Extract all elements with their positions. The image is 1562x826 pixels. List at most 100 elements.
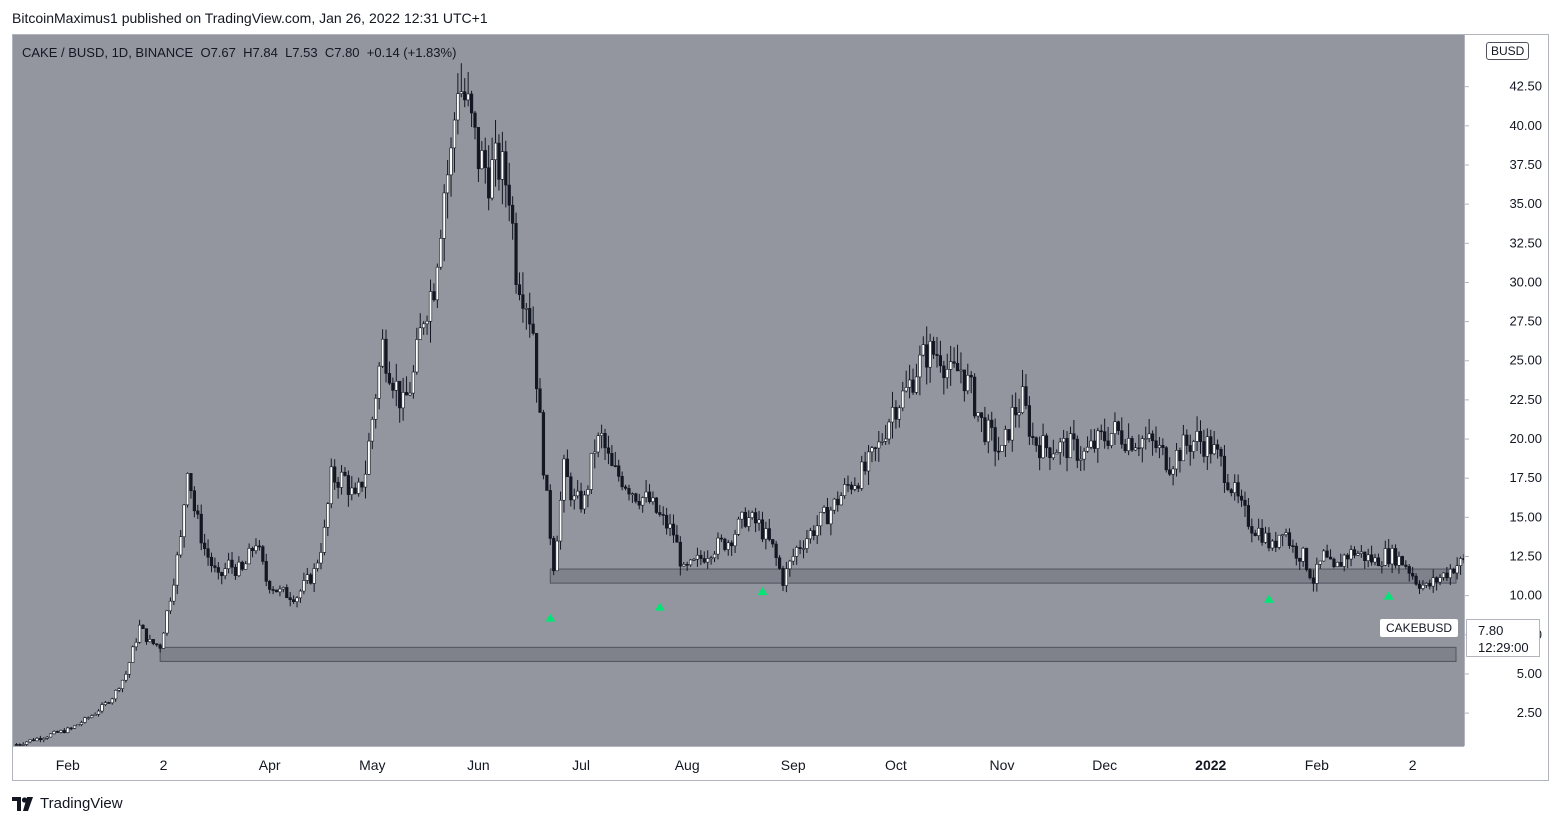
time-axis[interactable]: Feb 2 Apr May Jun Jul Aug Sep Oct Nov Dec 2022 Feb 2 bbox=[13, 747, 1464, 781]
candle-body bbox=[72, 725, 77, 729]
candle-body bbox=[192, 490, 196, 512]
candle-body bbox=[370, 418, 374, 442]
candle-body bbox=[1072, 433, 1076, 440]
candle-body bbox=[442, 192, 446, 239]
low-key: L bbox=[285, 45, 293, 60]
candle-body bbox=[647, 491, 652, 502]
price-chart[interactable] bbox=[13, 35, 1464, 746]
candle-body bbox=[777, 557, 782, 569]
candle-body bbox=[743, 511, 747, 527]
candle-body bbox=[945, 369, 949, 379]
candle-body bbox=[237, 561, 241, 576]
candle-body bbox=[1424, 583, 1428, 586]
low-value: 7.53 bbox=[292, 45, 318, 60]
candle-body bbox=[839, 495, 843, 506]
candle-body bbox=[606, 447, 611, 454]
candle-body bbox=[1154, 440, 1158, 449]
candle-body bbox=[1144, 438, 1148, 440]
candle-body bbox=[1003, 429, 1008, 446]
candle-body bbox=[788, 560, 792, 570]
candle-body bbox=[1017, 412, 1021, 416]
candle-body bbox=[610, 453, 614, 466]
candle-body bbox=[644, 491, 648, 498]
candle-body bbox=[880, 441, 884, 443]
candle-body bbox=[1281, 534, 1285, 536]
candle-body bbox=[1390, 548, 1394, 565]
currency-badge[interactable]: BUSD bbox=[1486, 42, 1530, 60]
candle-body bbox=[322, 526, 327, 553]
candle-body bbox=[877, 441, 881, 449]
candle-body bbox=[90, 715, 94, 718]
candle-body bbox=[870, 447, 874, 453]
candle-body bbox=[1441, 572, 1446, 578]
candle-body bbox=[213, 565, 217, 568]
price-tick-label: 2.50 bbox=[1517, 705, 1542, 720]
candle-body bbox=[35, 737, 39, 742]
candle-body bbox=[1007, 429, 1011, 441]
candle-body bbox=[866, 451, 871, 472]
support-test-marker bbox=[757, 586, 768, 595]
candle-body bbox=[993, 427, 997, 452]
candle-body bbox=[1393, 548, 1398, 566]
candle-body bbox=[1116, 421, 1120, 431]
candle-body bbox=[1113, 421, 1117, 434]
candle-body bbox=[226, 559, 231, 569]
price-tick-label: 32.50 bbox=[1509, 235, 1542, 250]
candle-body bbox=[665, 514, 669, 529]
candle-body bbox=[1020, 386, 1025, 413]
candle-body bbox=[1239, 495, 1244, 501]
candle-body bbox=[808, 530, 812, 540]
candle-body bbox=[1308, 569, 1312, 579]
candle-body bbox=[928, 340, 932, 368]
candle-body bbox=[480, 150, 484, 170]
candle-body bbox=[504, 151, 508, 186]
tradingview-brand[interactable]: TradingView bbox=[12, 795, 123, 812]
candle-body bbox=[617, 465, 621, 477]
candle-body bbox=[1346, 554, 1350, 560]
pair-label[interactable]: CAKE / BUSD, 1D, BINANCE bbox=[22, 45, 194, 60]
candle-body bbox=[1250, 526, 1254, 534]
candle-body bbox=[185, 473, 190, 506]
candle-body bbox=[709, 557, 713, 560]
candle-body bbox=[1127, 438, 1131, 452]
price-tick-label: 10.00 bbox=[1509, 588, 1542, 603]
candle-body bbox=[897, 407, 901, 420]
candle-body bbox=[863, 461, 867, 472]
candle-body bbox=[45, 736, 49, 739]
candle-body bbox=[490, 159, 494, 199]
candle-body bbox=[1058, 441, 1062, 453]
candle-body bbox=[1294, 545, 1298, 559]
candle-body bbox=[1349, 549, 1353, 560]
candle-body bbox=[613, 465, 617, 467]
candle-body bbox=[21, 744, 25, 746]
candle-body bbox=[466, 93, 470, 101]
candle-body bbox=[1376, 557, 1381, 567]
candle-body bbox=[706, 558, 710, 563]
candle-body bbox=[1387, 548, 1391, 565]
candle-body bbox=[781, 568, 785, 586]
candle-body bbox=[983, 417, 987, 443]
candle-body bbox=[305, 574, 309, 581]
price-tick-label: 17.50 bbox=[1509, 470, 1542, 485]
candle-body bbox=[1123, 443, 1127, 452]
candle-body bbox=[254, 545, 258, 552]
candle-body bbox=[846, 484, 850, 486]
candle-body bbox=[654, 497, 658, 513]
time-scale[interactable]: Feb 2 Apr May Jun Jul Aug Sep Oct Nov Dec 2022 Feb 2 bbox=[13, 746, 1464, 780]
candle-body bbox=[1236, 482, 1240, 497]
candle-body bbox=[511, 204, 515, 224]
candle-body bbox=[545, 474, 549, 491]
change-value: +0.14 (+1.83%) bbox=[366, 45, 457, 60]
candle-body bbox=[292, 599, 296, 602]
candle-body bbox=[1287, 532, 1292, 546]
candle-body bbox=[220, 572, 224, 577]
candle-body bbox=[1383, 548, 1387, 566]
candle-body bbox=[274, 589, 279, 593]
candle-body bbox=[1298, 558, 1302, 562]
candle-body bbox=[244, 563, 248, 570]
plot-area[interactable] bbox=[13, 35, 1464, 746]
price-axis[interactable]: 2.505.007.5010.0012.5015.0017.5020.0022.… bbox=[1465, 35, 1549, 746]
candle-body bbox=[439, 238, 443, 268]
symbol-tag: CAKEBUSD bbox=[1380, 619, 1459, 637]
candle-body bbox=[1301, 547, 1305, 562]
